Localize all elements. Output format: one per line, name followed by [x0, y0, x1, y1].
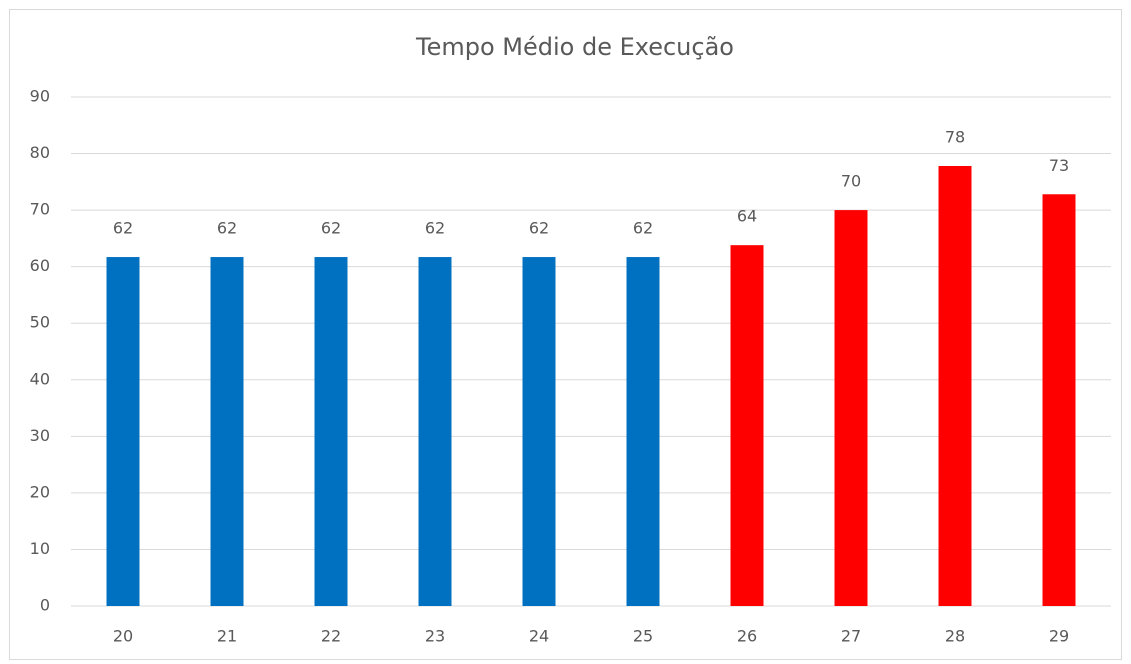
x-tick-label: 22 [321, 627, 341, 646]
y-tick-label: 0 [40, 596, 50, 615]
y-tick-label: 50 [30, 313, 50, 332]
bar [730, 245, 764, 607]
y-tick-label: 70 [30, 200, 50, 219]
bar [522, 257, 556, 606]
y-tick-label: 20 [30, 482, 50, 501]
y-tick-label: 10 [30, 539, 50, 558]
data-label: 73 [1049, 156, 1069, 175]
data-label: 62 [633, 219, 653, 238]
y-tick-label: 90 [30, 87, 50, 106]
x-tick-label: 29 [1049, 627, 1069, 646]
bar [210, 257, 244, 606]
data-label: 62 [321, 219, 341, 238]
y-tick-label: 60 [30, 256, 50, 275]
chart-border [9, 9, 1122, 660]
x-tick-label: 28 [945, 627, 965, 646]
x-tick-label: 25 [633, 627, 653, 646]
data-label: 70 [841, 172, 861, 191]
y-tick-label: 80 [30, 143, 50, 162]
x-tick-label: 21 [217, 627, 237, 646]
bar [314, 257, 348, 606]
data-label: 62 [113, 219, 133, 238]
bar [1042, 194, 1076, 606]
x-tick-label: 23 [425, 627, 445, 646]
data-label: 64 [737, 207, 757, 226]
bar [834, 210, 868, 606]
data-label: 78 [945, 127, 965, 146]
x-tick-label: 24 [529, 627, 549, 646]
bar [106, 257, 140, 606]
bar [938, 165, 972, 606]
chart-title: Tempo Médio de Execução [415, 33, 734, 61]
data-label: 62 [217, 219, 237, 238]
bar [418, 257, 452, 606]
x-tick-label: 27 [841, 627, 861, 646]
x-tick-label: 20 [113, 627, 133, 646]
bar [626, 257, 660, 606]
y-tick-label: 40 [30, 369, 50, 388]
y-tick-label: 30 [30, 426, 50, 445]
data-label: 62 [529, 219, 549, 238]
x-tick-label: 26 [737, 627, 757, 646]
data-label: 62 [425, 219, 445, 238]
